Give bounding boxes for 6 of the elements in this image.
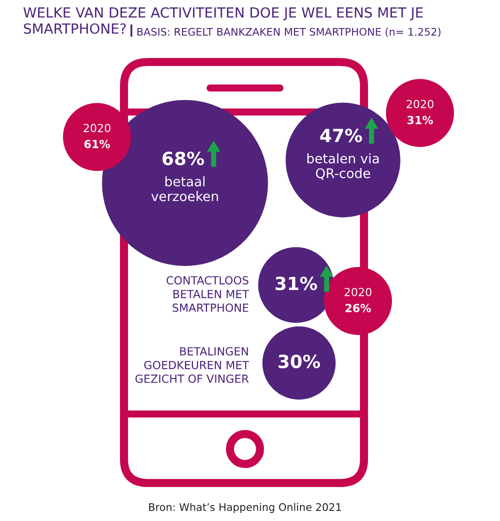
data-label: 61% [84, 140, 110, 148]
text: BASIS: REGELT BANKZAKEN MET SMARTPHONE (n= 1.252) [137, 28, 440, 37]
data-label: 31% [407, 116, 433, 124]
text: 2020 [406, 100, 434, 108]
series-label: 2020 [84, 124, 110, 132]
text: Bron: What’s Happening Online 2021 [149, 502, 341, 514]
